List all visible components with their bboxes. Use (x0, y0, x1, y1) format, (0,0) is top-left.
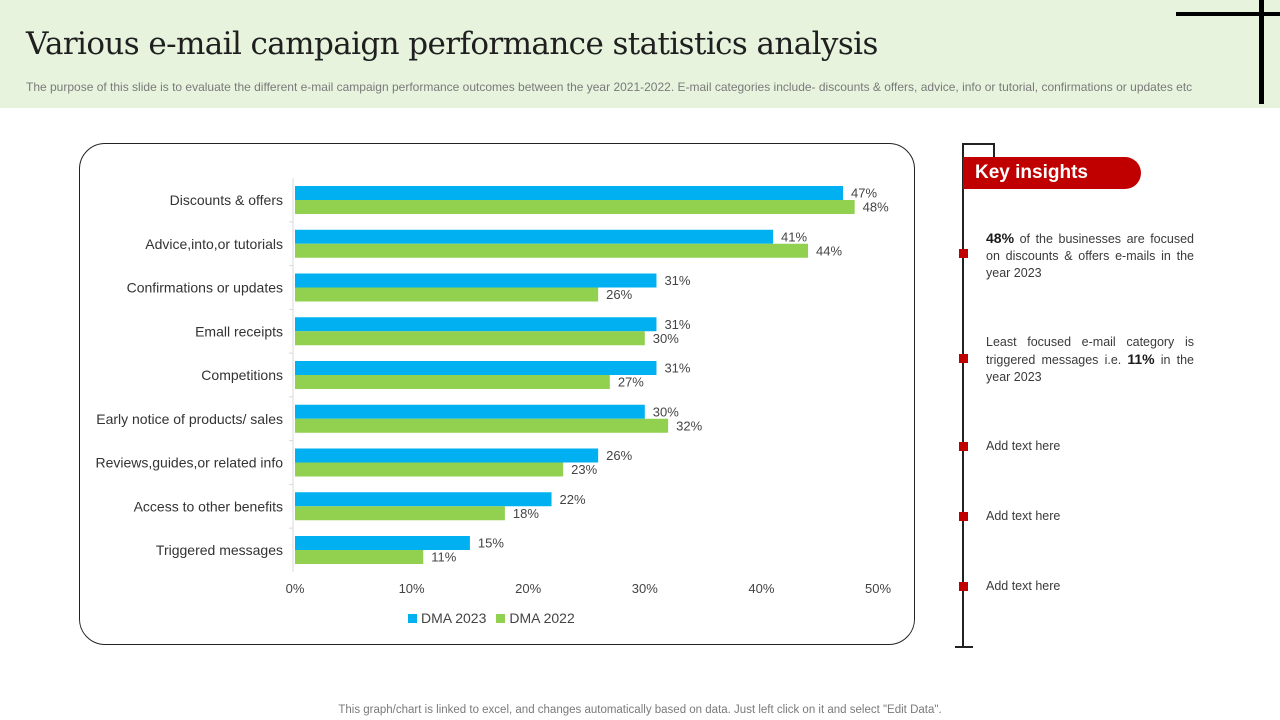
insight-2: Least focused e-mail category is trigger… (986, 334, 1194, 386)
insight-4: Add text here (986, 509, 1061, 523)
insight-1: 48% of the businesses are focused on dis… (986, 230, 1194, 282)
insight-1-text: of the businesses are focused on discoun… (986, 232, 1194, 280)
bar-dma-2022-reviews-guides-or-related-info (295, 462, 564, 477)
timeline-top-bracket (962, 143, 994, 145)
category-label-reviews-guides-or-related-info: Reviews,guides,or related info (95, 455, 283, 471)
legend-swatch-dma-2023 (408, 613, 417, 623)
x-tick-label-40: 40% (748, 581, 774, 596)
legend-item-dma-2022: DMA 2022 (496, 610, 575, 626)
x-tick-label-10: 10% (399, 581, 425, 596)
data-label-dma-2022-triggered-messages: 11% (431, 550, 456, 565)
bar-dma-2022-access-to-other-benefits (295, 506, 505, 521)
data-label-dma-2022-competitions: 27% (618, 375, 644, 390)
bar-dma-2023-emall-receipts (295, 317, 657, 332)
bar-dma-2023-triggered-messages (295, 536, 470, 550)
legend-label-dma-2023: DMA 2023 (421, 610, 487, 626)
data-label-dma-2022-advice-into-or-tutorials: 44% (816, 243, 842, 258)
corner-decoration-horizontal (1176, 12, 1280, 16)
bar-dma-2022-early-notice-of-products-sales (295, 418, 669, 433)
data-label-dma-2023-early-notice-of-products-sales: 30% (653, 404, 679, 419)
bar-dma-2022-emall-receipts (295, 331, 645, 346)
insight-2-highlight: 11% (1127, 351, 1155, 367)
legend-label-dma-2022: DMA 2022 (509, 610, 575, 626)
key-insights-heading: Key insights (963, 157, 1141, 189)
data-label-dma-2022-reviews-guides-or-related-info: 23% (571, 462, 597, 477)
data-label-dma-2022-emall-receipts: 30% (653, 331, 679, 346)
timeline-bottom-cap (955, 646, 973, 648)
category-label-early-notice-of-products-sales: Early notice of products/ sales (96, 411, 283, 427)
data-label-dma-2022-access-to-other-benefits: 18% (513, 506, 539, 521)
data-label-dma-2023-emall-receipts: 31% (664, 317, 690, 332)
data-label-dma-2022-discounts-offers: 48% (863, 200, 889, 215)
chart-legend: DMA 2023 DMA 2022 (408, 610, 575, 626)
category-label-confirmations-or-updates: Confirmations or updates (127, 280, 283, 296)
bar-dma-2023-access-to-other-benefits (295, 492, 552, 507)
chart-frame[interactable] (79, 143, 915, 645)
bar-dma-2023-early-notice-of-products-sales (295, 404, 645, 419)
footer-note: This graph/chart is linked to excel, and… (338, 704, 942, 716)
insight-1-highlight: 48% (986, 230, 1015, 246)
insight-2-text-before: Least focused e-mail category is trigger… (986, 335, 1194, 367)
data-label-dma-2022-early-notice-of-products-sales: 32% (676, 418, 702, 433)
bar-dma-2022-competitions (295, 375, 610, 389)
bar-dma-2022-triggered-messages (295, 550, 424, 564)
category-label-emall-receipts: Emall receipts (195, 323, 283, 339)
insight-marker-4 (959, 512, 968, 521)
data-label-dma-2023-advice-into-or-tutorials: 41% (781, 229, 807, 244)
insight-3: Add text here (986, 439, 1061, 453)
category-label-advice-into-or-tutorials: Advice,into,or tutorials (145, 236, 283, 252)
insights-timeline (962, 143, 964, 647)
category-label-discounts-offers: Discounts & offers (170, 192, 283, 208)
data-label-dma-2022-confirmations-or-updates: 26% (606, 287, 632, 302)
category-label-access-to-other-benefits: Access to other benefits (134, 498, 283, 514)
data-label-dma-2023-confirmations-or-updates: 31% (664, 273, 690, 288)
bar-dma-2022-discounts-offers (295, 200, 855, 214)
data-label-dma-2023-access-to-other-benefits: 22% (560, 492, 586, 507)
bar-dma-2023-reviews-guides-or-related-info (295, 448, 599, 463)
bar-dma-2023-confirmations-or-updates (295, 273, 657, 288)
bar-dma-2023-advice-into-or-tutorials (295, 229, 774, 244)
x-tick-label-50: 50% (865, 581, 891, 596)
insight-marker-3 (959, 442, 968, 451)
legend-swatch-dma-2022 (496, 613, 506, 623)
category-label-competitions: Competitions (201, 367, 283, 383)
data-label-dma-2023-discounts-offers: 47% (851, 186, 877, 201)
page-title: Various e-mail campaign performance stat… (26, 26, 878, 62)
data-label-dma-2023-competitions: 31% (664, 361, 690, 376)
insight-5: Add text here (986, 579, 1061, 593)
x-tick-label-30: 30% (632, 581, 658, 596)
corner-decoration-vertical (1259, 0, 1264, 104)
x-tick-label-20: 20% (515, 581, 541, 596)
insight-2-text-after: in the year 2023 (986, 353, 1194, 384)
insight-marker-5 (959, 582, 968, 591)
bar-dma-2023-discounts-offers (295, 186, 844, 200)
data-label-dma-2023-reviews-guides-or-related-info: 26% (606, 448, 632, 463)
legend-item-dma-2023: DMA 2023 (408, 610, 486, 626)
insight-marker-2 (959, 354, 968, 363)
insight-marker-1 (959, 249, 968, 258)
timeline-top-tick (993, 143, 995, 157)
data-label-dma-2023-triggered-messages: 15% (478, 536, 504, 551)
category-label-triggered-messages: Triggered messages (156, 542, 283, 558)
page-subtitle: The purpose of this slide is to evaluate… (26, 80, 1193, 94)
header-band: Various e-mail campaign performance stat… (0, 0, 1280, 108)
bar-dma-2022-advice-into-or-tutorials (295, 243, 809, 258)
bar-dma-2023-competitions (295, 361, 657, 375)
bar-dma-2022-confirmations-or-updates (295, 287, 599, 302)
x-tick-label-0: 0% (286, 581, 305, 596)
